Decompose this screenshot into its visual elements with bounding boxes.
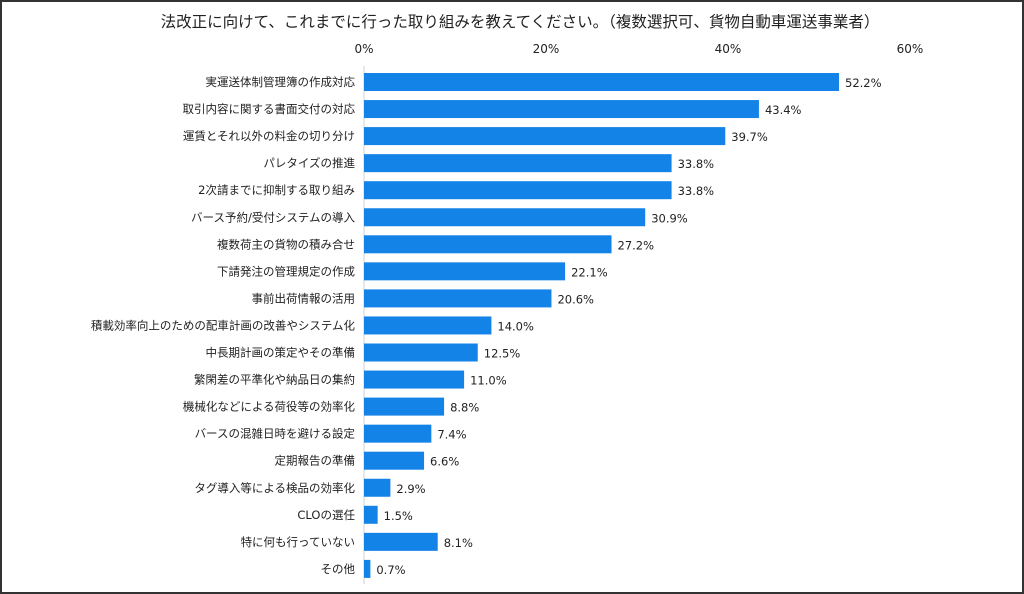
category-label: バースの混雑日時を避ける設定 xyxy=(195,427,356,441)
value-label: 6.6% xyxy=(430,455,459,469)
category-label: 2次請までに抑制する取り組み xyxy=(198,183,355,197)
value-label: 8.8% xyxy=(450,401,479,415)
bar xyxy=(364,208,646,227)
bar xyxy=(364,181,672,200)
bar xyxy=(364,559,371,578)
category-label: 中長期計画の策定やその準備 xyxy=(206,346,356,360)
value-label: 11.0% xyxy=(470,374,507,388)
category-label: 複数荷主の貨物の積み合せ xyxy=(217,237,355,251)
bar xyxy=(364,424,432,443)
value-label: 27.2% xyxy=(618,238,655,252)
value-label: 30.9% xyxy=(651,211,688,225)
value-label: 22.1% xyxy=(571,265,608,279)
category-label: 運賃とそれ以外の料金の切り分け xyxy=(183,129,355,143)
bar xyxy=(364,100,759,119)
category-label: その他 xyxy=(321,562,356,576)
bar xyxy=(364,343,478,362)
bar xyxy=(364,505,378,524)
category-label: 下請発注の管理規定の作成 xyxy=(217,264,355,278)
bar xyxy=(364,262,566,281)
bar xyxy=(364,397,445,416)
category-label: 事前出荷情報の活用 xyxy=(252,291,356,305)
category-label: 積載効率向上のための配車計画の改善やシステム化 xyxy=(91,318,356,332)
chart-title: 法改正に向けて、これまでに行った取り組みを教えてください。（複数選択可、貨物自動… xyxy=(161,13,880,31)
value-label: 1.5% xyxy=(384,509,413,523)
value-label: 33.8% xyxy=(678,157,715,171)
category-label: 繁閑差の平準化や納品日の集約 xyxy=(194,373,355,387)
x-tick-label: 40% xyxy=(715,42,742,56)
bar xyxy=(364,289,552,308)
x-tick-label: 20% xyxy=(533,42,560,56)
value-label: 20.6% xyxy=(557,292,594,306)
category-label: 取引内容に関する書面交付の対応 xyxy=(183,102,356,116)
category-label: 機械化などによる荷役等の効率化 xyxy=(183,400,356,414)
value-label: 39.7% xyxy=(731,130,768,144)
bar xyxy=(364,532,438,551)
bar xyxy=(364,316,492,335)
category-label: タグ導入等による検品の効率化 xyxy=(194,481,355,495)
bar xyxy=(364,235,612,254)
bar xyxy=(364,370,465,389)
value-label: 12.5% xyxy=(484,347,521,361)
value-label: 33.8% xyxy=(678,184,715,198)
bar xyxy=(364,451,425,470)
category-label: 定期報告の準備 xyxy=(275,454,356,468)
bar xyxy=(364,154,672,173)
category-label: パレタイズの推進 xyxy=(263,156,355,170)
category-label: 実運送体制管理簿の作成対応 xyxy=(206,75,356,89)
value-label: 7.4% xyxy=(437,428,466,442)
value-label: 8.1% xyxy=(444,536,473,550)
value-label: 0.7% xyxy=(376,563,405,577)
value-label: 2.9% xyxy=(396,482,425,496)
bar xyxy=(364,127,726,146)
category-label: CLOの選任 xyxy=(297,508,355,522)
x-tick-label: 60% xyxy=(897,42,924,56)
value-label: 52.2% xyxy=(845,76,882,90)
category-label: バース予約/受付システムの導入 xyxy=(191,210,355,224)
bar xyxy=(364,478,391,497)
x-tick-label: 0% xyxy=(354,42,373,56)
bar xyxy=(364,73,840,91)
category-label: 特に何も行っていない xyxy=(241,535,355,549)
value-label: 43.4% xyxy=(765,103,802,117)
value-label: 14.0% xyxy=(497,319,534,333)
